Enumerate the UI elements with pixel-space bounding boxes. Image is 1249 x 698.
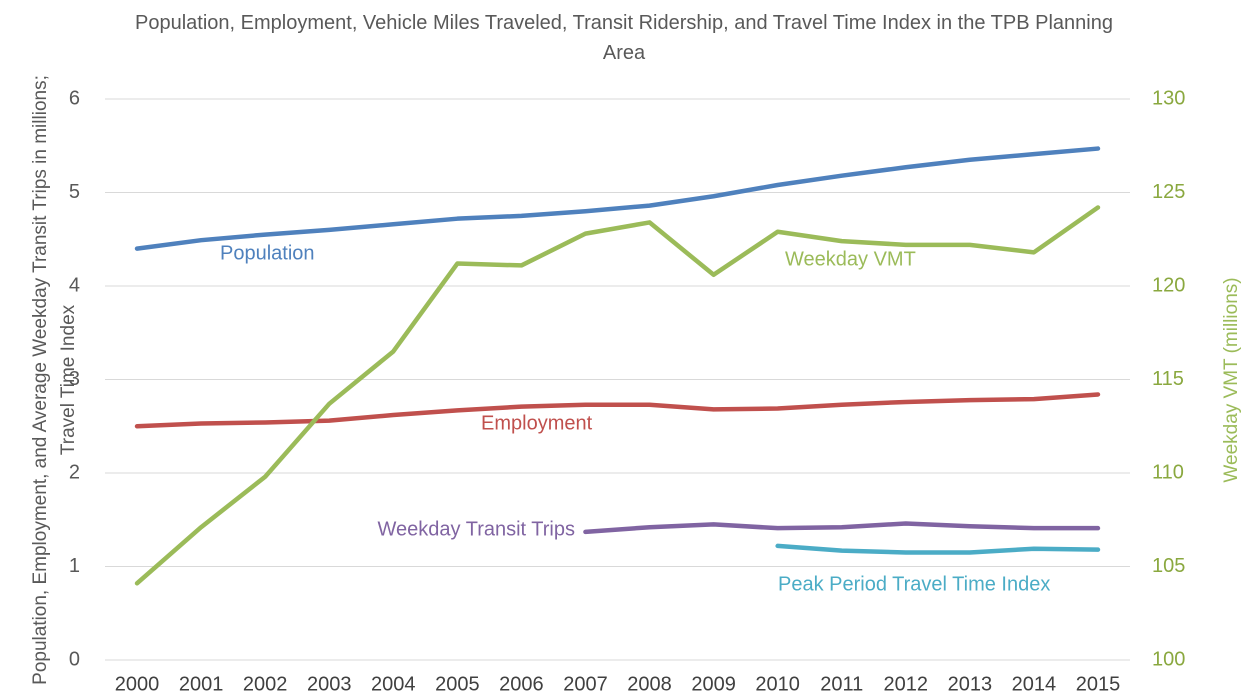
series-line [134,392,1101,429]
x-tick-label: 2012 [884,673,929,695]
x-tick-label: 2013 [948,673,993,695]
y2-tick-label: 130 [1152,87,1185,109]
x-tick-label: 2015 [1076,673,1121,695]
x-tick-label: 2006 [499,673,544,695]
series-line [583,521,1101,535]
x-tick-label: 2004 [371,673,416,695]
x-tick-label: 2000 [115,673,160,695]
x-tick-label: 2002 [243,673,288,695]
series-label: Peak Period Travel Time Index [778,573,1050,595]
y2-tick-label: 120 [1152,274,1185,296]
y-tick-label: 0 [69,648,80,670]
y-tick-label: 3 [69,368,80,390]
series-line [134,146,1101,251]
chart-title: Population, Employment, Vehicle Miles Tr… [135,12,1113,64]
y-tick-label: 5 [69,181,80,203]
x-tick-label: 2003 [307,673,352,695]
x-tick-label: 2007 [563,673,608,695]
x-tick-label: 2005 [435,673,480,695]
y-axis-label: Population, Employment, and Average Week… [30,75,79,685]
y-tick-label: 4 [69,274,80,296]
x-tick-label: 2009 [691,673,736,695]
series-label: Weekday Transit Trips [378,518,575,540]
series-line [775,543,1101,555]
y-tick-label: 6 [69,87,80,109]
x-tick-label: 2001 [179,673,224,695]
y2-tick-label: 125 [1152,181,1185,203]
series-label: Employment [481,412,593,434]
series-line [134,205,1101,586]
y2-axis-label: Weekday VMT (millions) [1221,277,1242,483]
y2-tick-label: 110 [1152,461,1184,483]
x-tick-label: 2011 [820,673,863,695]
y2-tick-label: 100 [1152,648,1185,670]
x-tick-label: 2010 [755,673,800,695]
y-tick-label: 1 [69,555,80,577]
series-label: Weekday VMT [785,248,916,270]
x-tick-label: 2008 [627,673,672,695]
series-label: Population [220,242,315,264]
y2-tick-label: 105 [1152,555,1185,577]
y-tick-label: 2 [69,461,80,483]
y2-tick-label: 115 [1152,368,1184,390]
x-tick-label: 2014 [1012,673,1057,695]
